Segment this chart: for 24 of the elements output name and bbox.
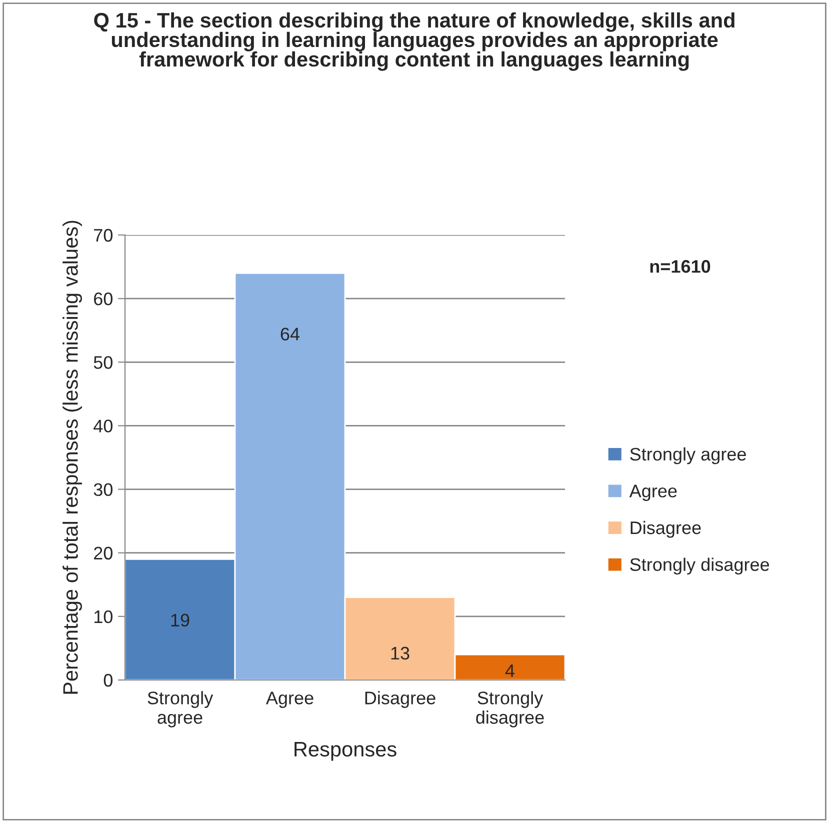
legend-label: Strongly disagree [630,558,770,575]
y-tick-label: 40 [94,420,112,432]
y-tick-label: 30 [94,483,112,496]
data-label: 13 [391,646,410,660]
text: n=1610 [650,260,710,273]
x-tick-label: Agree [266,692,314,708]
y-tick-label: 10 [94,610,112,624]
legend-label: Disagree [630,520,701,538]
y-tick-label: 20 [94,546,112,560]
y-tick-label: 60 [94,292,112,306]
y-tick-label: 0 [104,674,112,687]
x-tick-label: Disagree [365,691,436,708]
y-tick-label: 70 [94,228,112,242]
x-tick-label: Strongly disagree [476,691,544,728]
legend-label: Strongly agree [630,447,746,464]
data-label: 4 [505,664,514,677]
data-label: 19 [171,614,190,627]
x-tick-label: Strongly agree [148,691,214,728]
y-tick-label: 50 [94,356,112,369]
x-axis-title: Responses [294,742,396,761]
data-label: 64 [280,328,300,340]
legend-label: Agree [629,484,677,501]
chart-title: Q 15 - The section describing the nature of knowledge, skills and understanding in learning languages provides an appropriate framework for describing content in languages learning [94,12,734,71]
y-axis-title: Percentage of total responses (less missing values) [62,220,82,694]
